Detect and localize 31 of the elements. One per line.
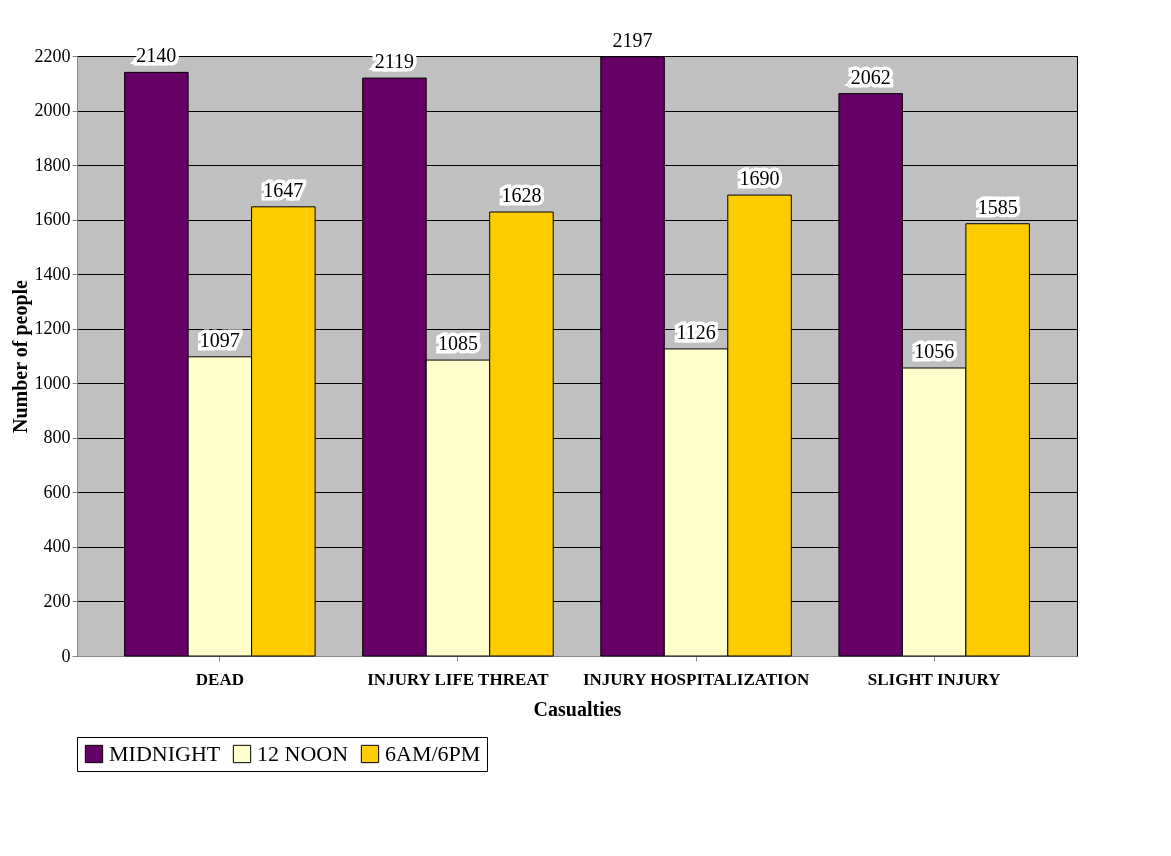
y-tick-label: 400: [43, 536, 71, 557]
y-tick-label: 1000: [34, 372, 71, 393]
y-tick-label: 1400: [34, 263, 71, 284]
y-tick-label: 1800: [34, 154, 71, 175]
y-tick-label: 1600: [34, 209, 71, 230]
data-label: 2062: [850, 65, 891, 88]
y-tick-label: 2000: [34, 100, 71, 121]
x-tick-label: INJURY HOSPITALIZATION: [582, 669, 810, 689]
x-tick-label: SLIGHT INJURY: [867, 669, 1001, 689]
data-label: 1628: [501, 184, 542, 206]
data-label: 1690: [739, 167, 780, 190]
data-label: 1647: [263, 178, 304, 201]
data-label: 1097: [199, 328, 240, 351]
data-label: 1056: [914, 340, 955, 362]
data-label: 2197: [612, 28, 653, 51]
y-tick-label: 600: [43, 481, 71, 502]
data-label: 2119: [374, 50, 415, 73]
data-label: 1085: [437, 332, 478, 355]
y-axis-title: Number of people: [8, 279, 32, 433]
legend-label: 6AM/6PM: [385, 741, 481, 766]
legend-label: MIDNIGHT: [109, 741, 221, 766]
x-tick-label: DEAD: [195, 669, 244, 689]
y-tick-label: 200: [43, 590, 71, 611]
x-axis-title: Casualties: [533, 697, 622, 720]
y-tick-label: 2200: [34, 45, 71, 66]
data-label: 1585: [977, 195, 1018, 218]
y-tick-label: 800: [43, 427, 71, 448]
x-tick-label: INJURY LIFE THREAT: [367, 669, 550, 689]
y-tick-label: 0: [61, 645, 71, 666]
legend-label: 12 NOON: [257, 741, 349, 766]
y-tick-label: 1200: [34, 318, 71, 339]
